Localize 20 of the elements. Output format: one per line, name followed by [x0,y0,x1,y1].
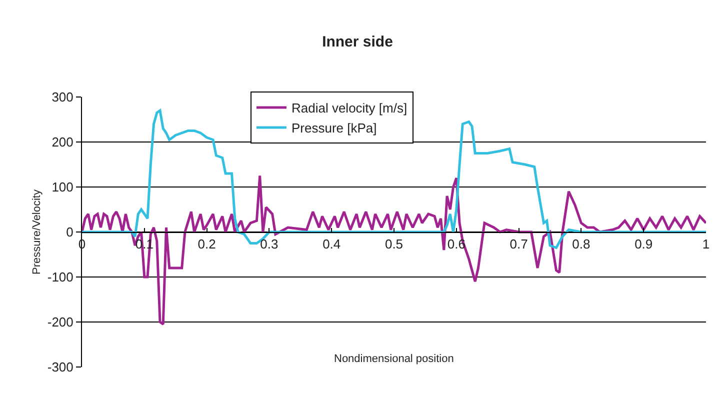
legend-label: Radial velocity [m/s] [291,100,408,116]
x-axis-title: Nondimensional position [334,353,454,365]
y-tick-label: 300 [52,90,74,105]
chart-title: Inner side [322,33,393,50]
y-tick-label: -100 [47,270,74,285]
x-tick-label: 0.9 [634,236,653,252]
x-tick-label: 0.3 [260,236,278,252]
x-tick-label: 0.7 [510,236,528,252]
y-tick-label: 0 [66,224,74,240]
x-tick-label: 0.4 [322,236,341,252]
y-tick-label: 200 [52,134,74,150]
y-tick-label: -300 [47,360,74,375]
x-tick-label: 1 [702,236,710,252]
y-tick-label: 100 [52,180,74,195]
y-tick-label: -200 [47,314,74,330]
x-tick-label: 0.8 [572,236,590,252]
x-tick-label: 0.2 [198,236,216,252]
legend-label: Pressure [kPa] [291,120,377,136]
x-tick-label: 0.5 [384,236,404,252]
y-axis-title: Pressure/Velocity [31,189,44,274]
